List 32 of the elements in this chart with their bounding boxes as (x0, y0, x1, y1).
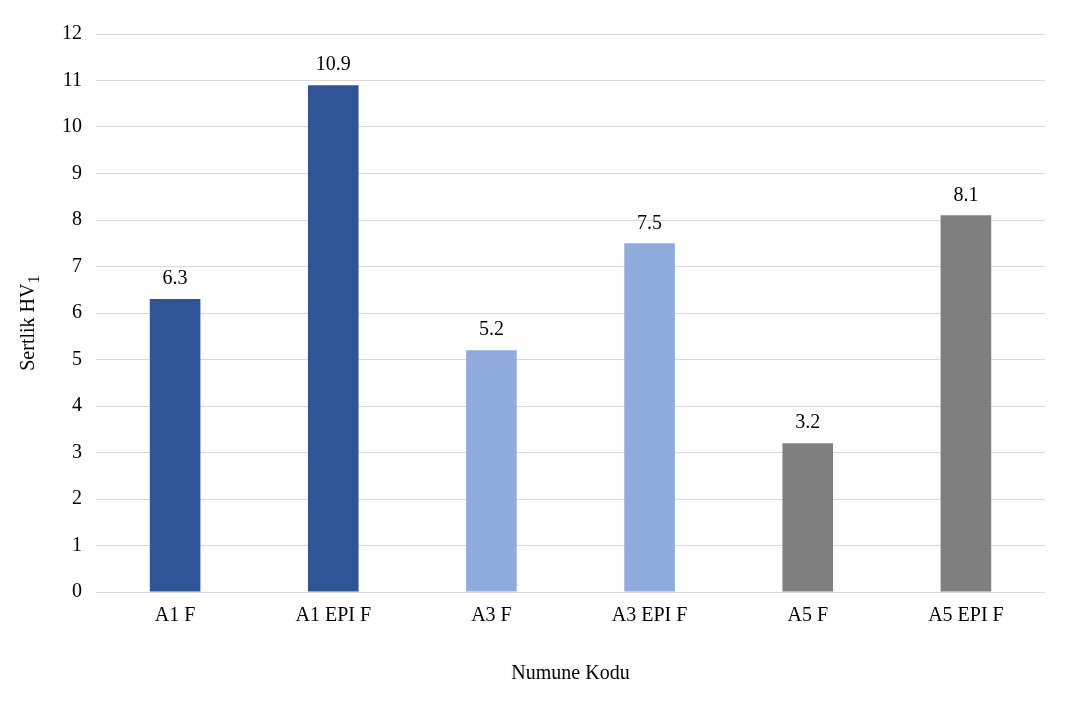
data-label: 3.2 (795, 410, 821, 433)
y-tick-label: 6 (72, 300, 82, 323)
data-label: 8.1 (953, 182, 979, 205)
data-label: 10.9 (315, 52, 351, 75)
x-tick-label: A5 F (787, 603, 829, 626)
y-tick-label: 12 (62, 21, 82, 44)
y-tick-label: 11 (62, 67, 82, 90)
x-tick-label: A1 F (154, 603, 196, 626)
x-tick-label: A1 EPI F (295, 603, 372, 626)
y-tick-label: 2 (72, 486, 82, 509)
y-tick-label: 7 (72, 253, 82, 276)
x-tick-label: A3 F (471, 603, 512, 626)
y-tick-label: 0 (72, 579, 82, 602)
bar (149, 299, 201, 592)
bar (782, 443, 834, 592)
y-tick-label: 10 (62, 114, 82, 137)
y-tick-label: 3 (72, 439, 82, 462)
y-tick-label: 1 (72, 532, 82, 555)
x-tick-label: A5 EPI F (928, 603, 1004, 626)
bar (307, 85, 359, 592)
y-tick-label: 9 (72, 160, 82, 183)
y-tick-label: 8 (72, 207, 82, 230)
bar (466, 350, 517, 592)
data-label: 7.5 (637, 210, 663, 233)
data-label: 5.2 (478, 317, 504, 340)
data-label: 6.3 (162, 266, 188, 289)
x-axis-title: Numune Kodu (511, 661, 630, 684)
bar (624, 243, 675, 592)
y-tick-label: 4 (72, 393, 82, 416)
y-tick-label: 5 (72, 346, 82, 369)
x-tick-label: A3 EPI F (611, 603, 688, 626)
bar (940, 215, 992, 592)
